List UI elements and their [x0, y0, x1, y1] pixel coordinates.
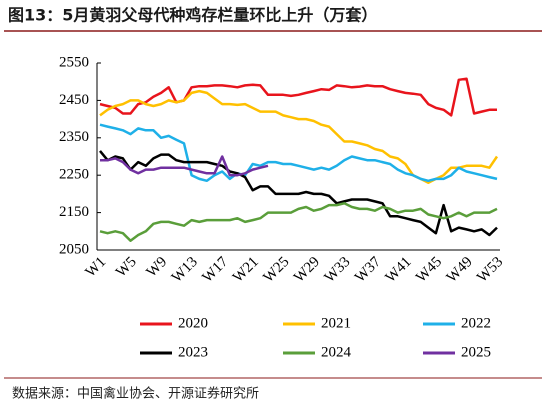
x-tick-label: W37 [352, 254, 384, 286]
x-tick-label: W45 [413, 254, 445, 286]
y-tick-label: 2550 [59, 54, 89, 70]
chart-title: 图13：5月黄羽父母代种鸡存栏量环比上升（万套） [8, 6, 377, 25]
y-tick-label: 2250 [59, 167, 89, 183]
x-tick-label: W53 [474, 254, 506, 286]
x-tick-label: W29 [291, 254, 323, 286]
y-tick-label: 2050 [59, 241, 89, 257]
source: 数据来源：中国禽业协会、开源证券研究所 [12, 386, 259, 402]
legend-label: 2024 [321, 344, 352, 360]
y-tick-label: 2150 [59, 204, 89, 220]
series-line [99, 123, 498, 183]
x-tick-label: W1 [83, 254, 110, 281]
x-tick-label: W21 [230, 254, 262, 286]
y-tick-label: 2350 [59, 129, 89, 145]
x-tick-label: W13 [169, 254, 201, 286]
x-tick-label: W33 [322, 254, 354, 286]
x-tick-label: W5 [113, 254, 140, 281]
series-line [99, 202, 498, 242]
x-tick-label: W49 [444, 254, 476, 286]
legend-label: 2022 [461, 315, 491, 331]
series-line [99, 150, 498, 237]
y-tick-label: 2450 [59, 92, 89, 108]
series-line [100, 155, 269, 177]
legend-label: 2023 [178, 344, 208, 360]
x-tick-label: W25 [261, 254, 293, 286]
legend-label: 2021 [321, 315, 351, 331]
legend-label: 2025 [461, 344, 491, 360]
x-tick-label: W17 [199, 254, 231, 286]
legend-label: 2020 [178, 315, 208, 331]
series-line [99, 77, 497, 117]
x-tick-label: W9 [144, 254, 171, 281]
x-tick-label: W41 [383, 254, 415, 286]
